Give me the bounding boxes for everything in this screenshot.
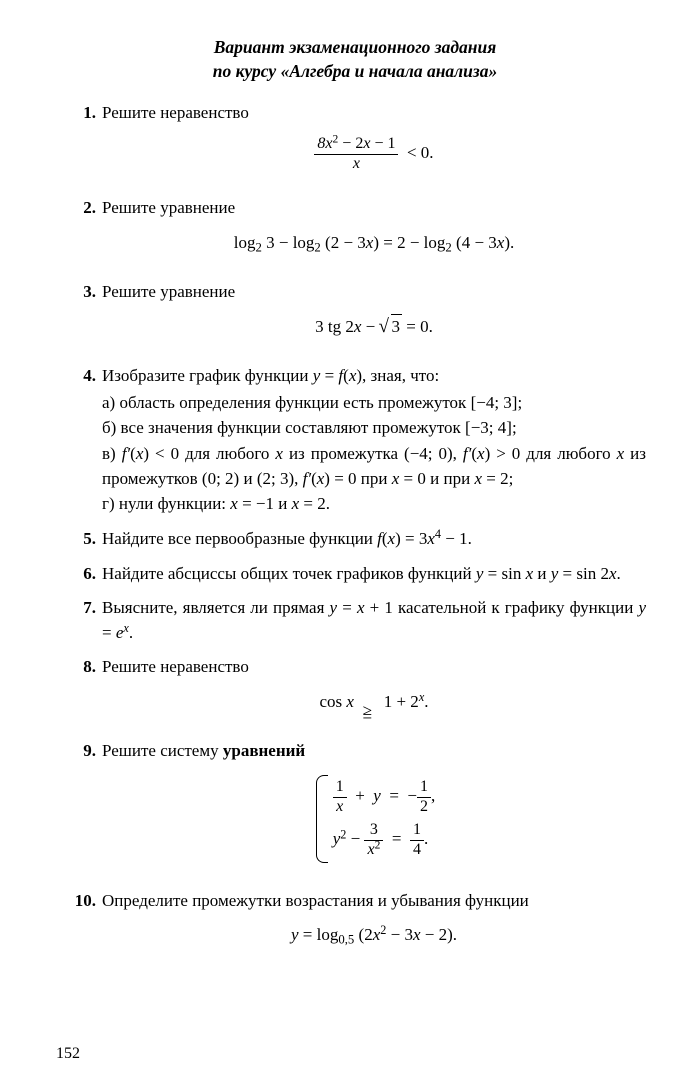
formula: 1x + y = −12, y2 − 3x2 = 14. [102,773,646,864]
problem-5: 5. Найдите все первообразные функции f(x… [64,527,646,552]
problem-number: 9. [64,739,102,879]
problem-9: 9. Решите систему уравнений 1x + y = −12… [64,739,646,879]
problem-text: Решите неравенство [102,657,249,676]
problem-text: Определите промежутки возрастания и убыв… [102,891,529,910]
problem-number: 5. [64,527,102,552]
formula: log2 3 − log2 (2 − 3x) = 2 − log2 (4 − 3… [102,231,646,256]
formula: y = log0,5 (2x2 − 3x − 2). [102,923,646,948]
problem-number: 2. [64,196,102,269]
problem-text: Выясните, является ли прямая y = x + 1 к… [102,598,646,642]
title-line-1: Вариант экзаменационного задания [214,37,497,57]
problem-text: Изобразите график функции y = f(x), зная… [102,366,439,385]
problem-text: Решите уравнение [102,282,235,301]
page-title: Вариант экзаменационного задания по курс… [64,36,646,83]
problem-4: 4. Изобразите график функции y = f(x), з… [64,364,646,517]
title-line-2: по курсу «Алгебра и начала анализа» [213,61,497,81]
denominator: x [314,155,398,173]
page-number: 152 [56,1042,80,1065]
system-row-2: y2 − 3x2 = 14. [333,822,436,859]
left: 3 tg 2x − [315,317,379,336]
problem-number: 10. [64,889,102,962]
formula: 3 tg 2x − 3 = 0. [102,314,646,340]
problem-number: 7. [64,596,102,645]
problem-list: 1. Решите неравенство 8x2 − 2x − 1 x < 0… [64,101,646,962]
sub-c: в) f′(x) < 0 для любого x из промежутка … [102,442,646,491]
problem-2: 2. Решите уравнение log2 3 − log2 (2 − 3… [64,196,646,269]
problem-7: 7. Выясните, является ли прямая y = x + … [64,596,646,645]
problem-number: 3. [64,280,102,354]
problem-3: 3. Решите уравнение 3 tg 2x − 3 = 0. [64,280,646,354]
problem-text: Решите систему уравнений [102,741,305,760]
right: = 0. [402,317,433,336]
subitems: а) область определения функции есть пром… [102,391,646,517]
problem-number: 8. [64,655,102,728]
problem-number: 6. [64,562,102,587]
problem-number: 1. [64,101,102,186]
problem-8: 8. Решите неравенство cos x 1 + 2x. [64,655,646,728]
formula: 8x2 − 2x − 1 x < 0. [102,136,646,173]
problem-text: Решите уравнение [102,198,235,217]
problem-text: Найдите абсциссы общих точек графиков фу… [102,564,621,583]
numerator: 8x2 − 2x − 1 [314,136,398,155]
sub-a: а) область определения функции есть пром… [102,391,646,416]
system-row-1: 1x + y = −12, [333,779,436,816]
problem-6: 6. Найдите абсциссы общих точек графиков… [64,562,646,587]
formula: cos x 1 + 2x. [102,690,646,715]
radicand: 3 [391,314,403,340]
problem-number: 4. [64,364,102,517]
equation-system: 1x + y = −12, y2 − 3x2 = 14. [313,773,436,864]
problem-text: Найдите все первообразные функции f(x) =… [102,529,472,548]
page: Вариант экзаменационного задания по курс… [0,0,700,1087]
problem-text: Решите неравенство [102,103,249,122]
sub-b: б) все значения функции составляют проме… [102,416,646,441]
problem-1: 1. Решите неравенство 8x2 − 2x − 1 x < 0… [64,101,646,186]
problem-10: 10. Определите промежутки возрастания и … [64,889,646,962]
sub-d: г) нули функции: x = −1 и x = 2. [102,492,646,517]
rhs: < 0. [407,143,434,162]
